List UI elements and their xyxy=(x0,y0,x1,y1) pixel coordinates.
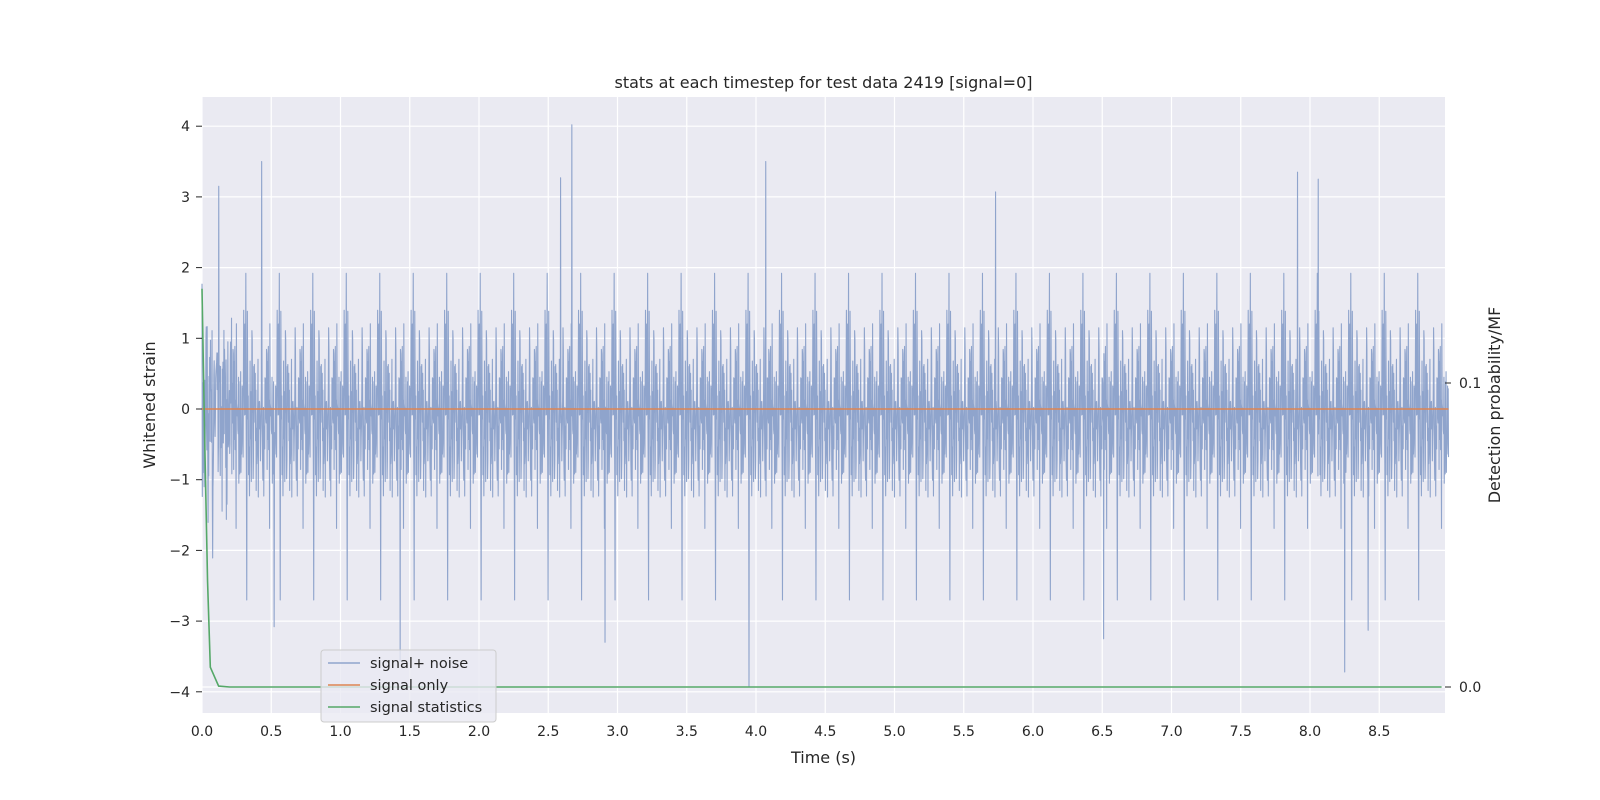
y2-tick-label: 0.1 xyxy=(1459,376,1481,392)
y-tick-label: 0 xyxy=(181,402,190,418)
legend-label-signal-only: signal only xyxy=(370,678,449,694)
chart-title: stats at each timestep for test data 241… xyxy=(614,73,1032,92)
x-tick-label: 1.0 xyxy=(329,724,351,740)
series-layer xyxy=(201,124,1450,688)
y2-axis-label: Detection probability/MF xyxy=(1485,307,1504,504)
legend-label-signal-noise: signal+ noise xyxy=(370,656,468,672)
x-ticks: 0.0 0.5 1.0 1.5 2.0 2.5 3.0 3.5 4.0 4.5 5.0 5.5 6.0 6… xyxy=(191,724,1391,740)
legend-label-signal-statistics: signal statistics xyxy=(370,700,482,716)
x-tick-label: 5.5 xyxy=(953,724,975,740)
x-tick-label: 2.5 xyxy=(537,724,559,740)
x-tick-label: 1.5 xyxy=(399,724,421,740)
y-tick-label: 4 xyxy=(181,119,190,135)
y-tick-label: −2 xyxy=(169,543,190,559)
y2-tick-label: 0.0 xyxy=(1459,680,1481,696)
x-tick-label: 7.0 xyxy=(1160,724,1182,740)
legend-box xyxy=(320,649,497,723)
x-tick-label: 3.5 xyxy=(676,724,698,740)
x-tick-label: 2.0 xyxy=(468,724,490,740)
series-signal-statistics-line xyxy=(201,288,1442,688)
y-axis-label: Whitened strain xyxy=(140,341,159,468)
y2-ticks: 0.1 0.0 xyxy=(1445,376,1481,696)
x-tick-label: 8.5 xyxy=(1368,724,1390,740)
x-tick-label: 6.0 xyxy=(1022,724,1044,740)
y-tick-label: −4 xyxy=(169,685,190,701)
x-axis-label: Time (s) xyxy=(790,748,856,767)
x-tick-label: 4.5 xyxy=(814,724,836,740)
x-tick-label: 5.0 xyxy=(883,724,905,740)
x-tick-label: 0.5 xyxy=(260,724,282,740)
x-tick-label: 6.5 xyxy=(1091,724,1113,740)
y-tick-label: 3 xyxy=(181,190,190,206)
x-tick-label: 8.0 xyxy=(1299,724,1321,740)
y-tick-label: 1 xyxy=(181,331,190,347)
legend: signal+ noise signal only signal statist… xyxy=(320,649,497,723)
y-tick-label: −3 xyxy=(169,614,190,630)
y-ticks: 4 3 2 1 0 −1 −2 −3 −4 xyxy=(169,119,202,701)
x-tick-label: 4.0 xyxy=(745,724,767,740)
series-signal-noise-line xyxy=(201,124,1450,687)
x-tick-label: 3.0 xyxy=(606,724,628,740)
x-tick-label: 0.0 xyxy=(191,724,213,740)
y-tick-label: 2 xyxy=(181,261,190,277)
y-tick-label: −1 xyxy=(169,473,190,489)
x-tick-label: 7.5 xyxy=(1230,724,1252,740)
